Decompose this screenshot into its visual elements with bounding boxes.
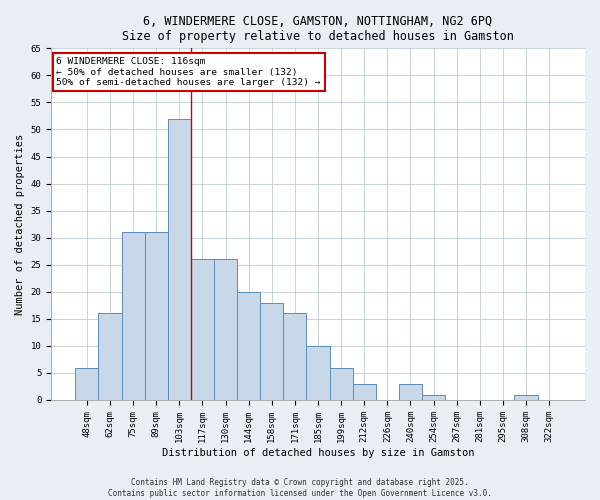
Bar bbox=[399, 384, 422, 400]
Bar bbox=[422, 394, 445, 400]
Bar bbox=[98, 314, 122, 400]
Bar bbox=[307, 346, 329, 400]
Bar bbox=[237, 292, 260, 400]
Bar bbox=[145, 232, 168, 400]
Bar bbox=[514, 394, 538, 400]
Bar bbox=[353, 384, 376, 400]
Bar bbox=[214, 260, 237, 400]
Text: Contains HM Land Registry data © Crown copyright and database right 2025.
Contai: Contains HM Land Registry data © Crown c… bbox=[108, 478, 492, 498]
Bar bbox=[283, 314, 307, 400]
Bar bbox=[260, 302, 283, 400]
Bar bbox=[122, 232, 145, 400]
Y-axis label: Number of detached properties: Number of detached properties bbox=[15, 134, 25, 315]
Text: 6 WINDERMERE CLOSE: 116sqm
← 50% of detached houses are smaller (132)
50% of sem: 6 WINDERMERE CLOSE: 116sqm ← 50% of deta… bbox=[56, 57, 321, 87]
Title: 6, WINDERMERE CLOSE, GAMSTON, NOTTINGHAM, NG2 6PQ
Size of property relative to d: 6, WINDERMERE CLOSE, GAMSTON, NOTTINGHAM… bbox=[122, 15, 514, 43]
Bar bbox=[75, 368, 98, 400]
Bar bbox=[329, 368, 353, 400]
Bar bbox=[191, 260, 214, 400]
X-axis label: Distribution of detached houses by size in Gamston: Distribution of detached houses by size … bbox=[162, 448, 474, 458]
Bar bbox=[168, 118, 191, 400]
